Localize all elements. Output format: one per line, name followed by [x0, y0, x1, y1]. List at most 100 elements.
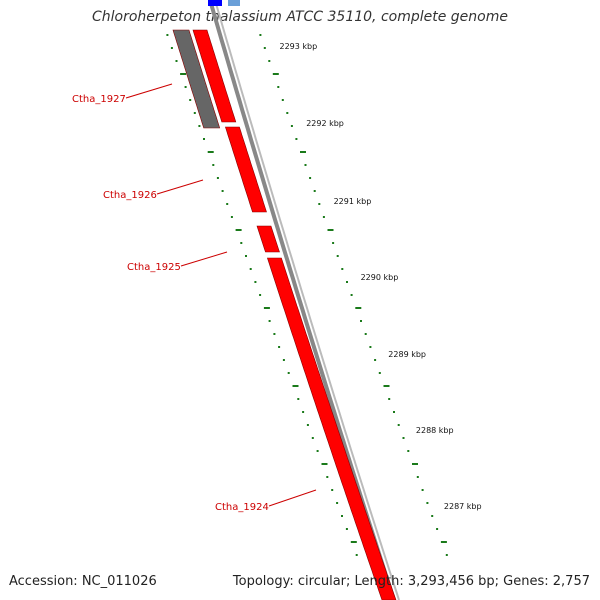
scale-ticks: 2293 kbp 2292 kbp 2291 kbp 2290 kbp 2289 kbp… [166, 34, 482, 556]
tick-mark [336, 255, 339, 257]
tick-mark [245, 255, 247, 257]
tick-mark [445, 554, 448, 556]
gene-track [172, 0, 397, 600]
tick-mark [393, 411, 395, 413]
tick-mark [268, 60, 271, 62]
tick-mark [240, 242, 243, 244]
map-title: Chloroherpeton thalassium ATCC 35110, co… [92, 9, 508, 25]
tick-mark [290, 125, 293, 127]
tick-mark [313, 190, 316, 192]
tick-mark [170, 47, 173, 49]
tick-mark [421, 489, 424, 491]
tick-mark [263, 47, 266, 49]
tick-mark [416, 476, 419, 478]
genome-summary: Topology: circular; Length: 3,293,456 bp… [232, 574, 590, 589]
tick-mark [304, 164, 307, 166]
tick-mark [341, 268, 344, 270]
tick-mark [180, 73, 187, 75]
tick-mark [355, 307, 362, 309]
leader-line [180, 251, 228, 267]
gene-label-ctha_1926: Ctha_1926 [103, 190, 157, 201]
tick-mark [300, 151, 306, 153]
gene-ctha-1927 [192, 29, 237, 123]
tick-mark [436, 528, 439, 530]
tick-mark [306, 424, 309, 426]
leader-line [125, 83, 173, 99]
tick-mark [272, 73, 279, 75]
tick-mark [407, 450, 410, 452]
tick-mark [316, 450, 319, 452]
tick-mark [309, 177, 312, 179]
tick-mark [318, 203, 321, 205]
tick-mark [212, 164, 215, 166]
gene-lightblue [228, 0, 240, 6]
tick-mark [282, 359, 285, 361]
gene-labels: Ctha_1927 Ctha_1926 Ctha_1925 Ctha_1924 [72, 83, 317, 513]
tick-mark [230, 216, 233, 218]
gene-grey [172, 29, 221, 129]
tick-mark [350, 294, 353, 296]
tick-mark [249, 268, 252, 270]
tick-mark [322, 216, 325, 218]
tick-mark [336, 502, 339, 504]
tick-mark [295, 138, 298, 140]
tick-mark [281, 99, 284, 101]
gene-ctha-1924 [266, 257, 397, 600]
gene-ctha-1926 [224, 126, 267, 213]
tick-mark [221, 190, 224, 192]
tick-mark [350, 541, 357, 543]
gene-label-ctha_1925: Ctha_1925 [127, 262, 181, 273]
tick-mark [263, 307, 270, 309]
tick-mark [226, 203, 229, 205]
tick-mark [431, 515, 434, 517]
tick-mark [268, 320, 271, 322]
gene-blue [208, 0, 222, 6]
tick-mark [198, 125, 201, 127]
leader-line [268, 489, 317, 507]
backbone-line [214, 0, 400, 600]
tick-mark [364, 333, 367, 335]
tick-mark [287, 372, 290, 374]
tick-mark [278, 346, 281, 348]
tick-mark [302, 411, 305, 413]
tick-mark [254, 281, 257, 283]
tick-mark [259, 294, 262, 296]
tick-mark [378, 372, 381, 374]
kbp-label: 2293 kbp [280, 42, 318, 51]
tick-mark [235, 229, 242, 231]
gene-ctha-1925 [256, 225, 280, 253]
tick-mark [216, 177, 219, 179]
gene-label-ctha_1924: Ctha_1924 [215, 502, 269, 513]
tick-mark [184, 86, 187, 88]
leader-line [156, 179, 204, 195]
kbp-label: 2289 kbp [388, 350, 426, 359]
tick-mark [175, 60, 178, 62]
tick-mark [331, 489, 334, 491]
gene-label-ctha_1927: Ctha_1927 [72, 94, 126, 105]
kbp-label: 2288 kbp [416, 426, 454, 435]
tick-mark [203, 138, 205, 140]
tick-mark [402, 437, 405, 439]
tick-mark [412, 463, 418, 465]
tick-mark [189, 99, 192, 101]
tick-mark [345, 528, 348, 530]
tick-mark [355, 554, 358, 556]
tick-mark [327, 229, 334, 231]
tick-mark [292, 385, 299, 387]
tick-mark [207, 151, 214, 153]
tick-mark [440, 541, 447, 543]
tick-mark [193, 112, 196, 114]
tick-mark [426, 502, 429, 504]
tick-mark [374, 359, 377, 361]
tick-mark [166, 34, 169, 36]
tick-mark [397, 424, 400, 426]
kbp-label: 2291 kbp [334, 197, 372, 206]
tick-mark [360, 320, 362, 322]
tick-mark [332, 242, 335, 244]
tick-mark [286, 112, 289, 114]
tick-mark [273, 333, 276, 335]
tick-mark [388, 398, 391, 400]
tick-mark [346, 281, 348, 283]
tick-mark [383, 385, 390, 387]
